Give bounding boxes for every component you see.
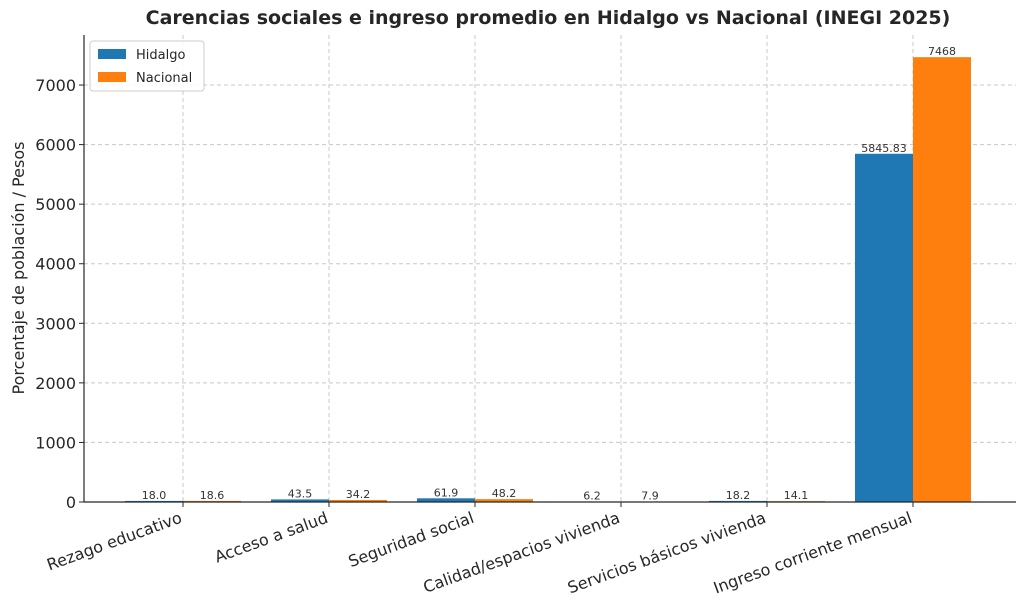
y-tick-label: 5000 [35, 195, 76, 214]
data-label-nacional-1: 34.2 [346, 488, 371, 501]
bar-nacional-2 [475, 499, 533, 502]
data-label-nacional-0: 18.6 [200, 489, 225, 502]
grid-lines [84, 35, 1016, 502]
y-axis-label: Porcentaje de población / Pesos [9, 142, 28, 395]
data-label-hidalgo-3: 6.2 [583, 490, 601, 503]
bar-hidalgo-1 [271, 499, 329, 502]
y-tick-label: 4000 [35, 255, 76, 274]
legend-swatch-hidalgo [98, 49, 126, 59]
x-tick-label: Acceso a salud [212, 508, 330, 567]
y-tick-label: 7000 [35, 76, 76, 95]
data-label-nacional-5: 7468 [928, 45, 956, 58]
y-tick-label: 3000 [35, 314, 76, 333]
bar-hidalgo-5 [855, 153, 913, 502]
data-label-hidalgo-1: 43.5 [288, 487, 313, 500]
y-ticks: 0 1000 2000 3000 4000 5000 6000 7000 [35, 76, 84, 512]
legend: Hidalgo Nacional [89, 40, 205, 92]
legend-swatch-nacional [98, 72, 126, 82]
bars [125, 57, 971, 503]
bar-hidalgo-2 [417, 498, 475, 502]
legend-label-hidalgo: Hidalgo [136, 48, 185, 63]
y-tick-label: 0 [66, 493, 76, 512]
data-label-nacional-4: 14.1 [784, 489, 809, 502]
data-label-nacional-3: 7.9 [641, 490, 659, 503]
legend-label-nacional: Nacional [136, 71, 192, 86]
x-ticks: Rezago educativo Acceso a salud Seguridad … [44, 502, 914, 597]
data-label-nacional-2: 48.2 [492, 487, 517, 500]
x-tick-label: Rezago educativo [44, 508, 184, 574]
y-tick-label: 6000 [35, 136, 76, 155]
data-labels: 18.0 43.5 61.9 6.2 18.2 5845.83 18.6 34.2 48.2 7.… [142, 45, 956, 502]
y-tick-label: 1000 [35, 433, 76, 452]
axes [83, 35, 1016, 503]
x-tick-label: Seguridad social [346, 508, 477, 571]
data-label-hidalgo-4: 18.2 [726, 489, 751, 502]
data-label-hidalgo-5: 5845.83 [861, 142, 907, 155]
chart-title: Carencias sociales e ingreso promedio en… [146, 7, 951, 29]
y-tick-label: 2000 [35, 374, 76, 393]
data-label-hidalgo-2: 61.9 [434, 486, 459, 499]
bar-nacional-5 [913, 57, 971, 503]
bar-nacional-1 [329, 499, 387, 502]
data-label-hidalgo-0: 18.0 [142, 489, 167, 502]
